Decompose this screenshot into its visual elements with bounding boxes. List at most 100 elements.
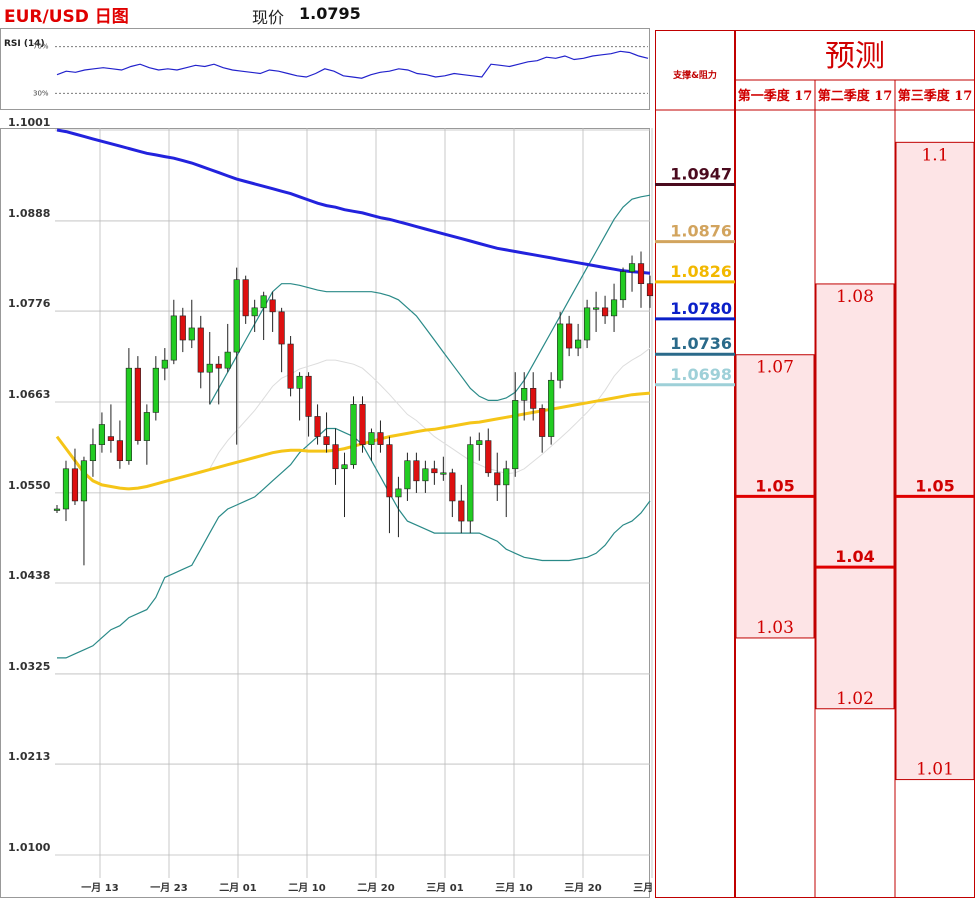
candle <box>215 356 222 405</box>
candle-body <box>521 387 528 401</box>
candle <box>359 396 366 453</box>
y-tick-label: 1.0325 <box>8 660 50 673</box>
candle-body <box>539 408 546 437</box>
candle <box>188 299 195 349</box>
candle-body <box>188 327 195 341</box>
price-label: 现价 <box>252 8 285 27</box>
candle-body <box>116 440 123 462</box>
candle <box>278 307 285 373</box>
candle <box>539 404 546 453</box>
forecast-high-value: 1.1 <box>921 145 948 165</box>
candle-body <box>278 311 285 345</box>
candle-body <box>557 323 564 381</box>
x-tick-label: 一月 23 <box>150 882 187 894</box>
candle-body <box>287 343 294 389</box>
candle <box>619 267 627 308</box>
candle <box>206 331 213 405</box>
candle-body <box>125 367 132 462</box>
forecast-high-value: 1.07 <box>756 358 794 378</box>
candle-body <box>296 375 303 389</box>
candle <box>646 275 654 308</box>
forecast-low-value: 1.03 <box>756 618 794 638</box>
y-tick-label: 1.0776 <box>8 297 51 310</box>
candle <box>458 484 465 534</box>
candle-body <box>179 315 186 341</box>
candle-body <box>467 444 474 522</box>
candle-body <box>494 472 501 486</box>
candle <box>62 460 70 522</box>
support-resistance-header: 支撑&阻力 <box>672 69 717 81</box>
y-tick-label: 1.0550 <box>8 479 51 492</box>
support-resistance-panel <box>655 30 735 898</box>
candle <box>350 396 357 469</box>
support-resistance-level: 1.0826 <box>670 262 732 281</box>
candle-body <box>530 387 537 409</box>
candle-body <box>584 307 591 341</box>
candle-body <box>323 436 330 445</box>
support-resistance-level: 1.0736 <box>670 334 732 353</box>
candle-body <box>637 263 645 284</box>
forecast-range-box <box>815 283 895 710</box>
candle-body <box>377 432 384 445</box>
candle <box>368 428 375 461</box>
candle <box>593 291 600 332</box>
forecast-low-value: 1.01 <box>916 760 954 780</box>
candle <box>260 291 267 341</box>
rsi-lower-label: 30% <box>33 89 49 97</box>
y-tick-label: 1.0100 <box>8 841 51 854</box>
rsi-upper-label: 70% <box>33 43 49 51</box>
candle-body <box>152 367 159 413</box>
candle-body <box>350 404 357 466</box>
forecast-quarter-label: 第二季度 17 <box>818 88 893 104</box>
candle <box>503 460 510 518</box>
candle-body <box>449 472 456 502</box>
candle-body <box>575 339 582 349</box>
x-tick-label: 二月 20 <box>357 882 394 894</box>
candle-body <box>242 279 249 317</box>
forecast-mid-value: 1.04 <box>835 547 874 566</box>
bollinger-upper-line <box>209 194 651 405</box>
candle-body <box>134 367 141 441</box>
y-tick-label: 1.0213 <box>8 750 50 763</box>
candle <box>314 404 321 445</box>
candle <box>251 299 258 332</box>
candle-body <box>251 307 258 317</box>
candle <box>80 456 88 566</box>
candle <box>440 456 447 481</box>
candle <box>152 356 159 421</box>
support-resistance-level: 1.0876 <box>670 222 732 241</box>
price-value: 1.0795 <box>299 4 361 23</box>
candle <box>332 428 339 485</box>
candle-body <box>98 424 106 445</box>
candle-body <box>548 379 555 437</box>
chart-title: EUR/USD 日图 <box>4 7 129 27</box>
candle-body <box>170 315 177 361</box>
candle <box>125 348 132 465</box>
candle <box>557 311 564 389</box>
candle <box>323 412 330 453</box>
x-tick-label: 二月 10 <box>288 882 325 894</box>
forecast-quarter-label: 第三季度 17 <box>898 88 973 104</box>
candle-body <box>619 271 627 301</box>
candle <box>116 420 123 469</box>
candle <box>53 504 61 514</box>
candle <box>143 404 150 465</box>
candle <box>422 460 429 493</box>
candle-body <box>305 375 312 417</box>
candle-body <box>197 327 204 373</box>
candle-body <box>431 468 438 474</box>
candle-body <box>395 488 402 498</box>
candle-body <box>269 299 276 313</box>
candle-body <box>224 351 231 369</box>
price-panel <box>0 128 650 898</box>
candle-body <box>89 444 97 462</box>
support-resistance-level: 1.0780 <box>670 299 732 318</box>
candle-body <box>161 359 168 369</box>
candle <box>134 356 141 445</box>
candle-body <box>359 404 366 445</box>
candle-body <box>512 400 519 470</box>
x-tick-label: 二月 01 <box>219 882 256 894</box>
candle-body <box>368 432 375 445</box>
candle <box>476 432 483 461</box>
